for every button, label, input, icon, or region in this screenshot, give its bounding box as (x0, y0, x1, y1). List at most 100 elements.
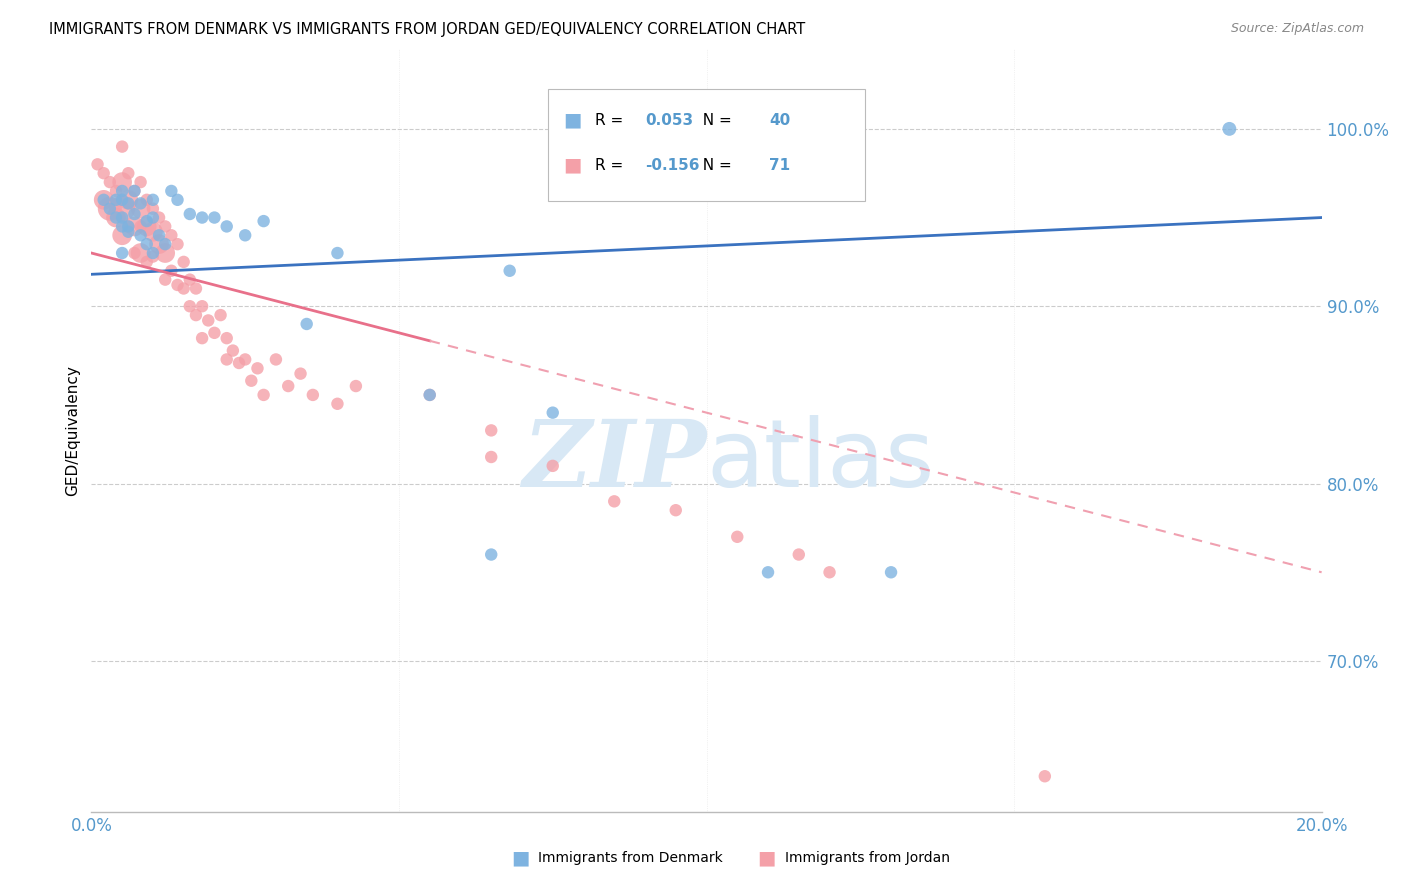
Point (233, 228, 256, 243)
Point (129, 228, 152, 243)
Point (93, 166, 115, 180)
Point (129, 219, 152, 234)
Point (179, 272, 201, 286)
Point (197, 313, 219, 327)
Point (105, 211, 127, 225)
Text: atlas: atlas (706, 415, 935, 507)
Point (111, 202, 134, 216)
Point (179, 299, 201, 313)
Point (111, 219, 134, 234)
Text: -0.156: -0.156 (645, 158, 700, 172)
Point (111, 228, 134, 243)
Point (153, 246, 177, 260)
Point (179, 207, 201, 221)
Point (277, 379, 299, 393)
Point (215, 219, 238, 234)
Point (479, 548, 502, 562)
Point (1033, 769, 1056, 783)
Point (117, 225, 139, 239)
Text: ZIP: ZIP (522, 416, 706, 506)
Point (142, 225, 165, 239)
Point (117, 219, 139, 234)
Point (725, 530, 748, 544)
Point (1218, 121, 1240, 136)
Text: ■: ■ (756, 848, 776, 868)
Point (787, 548, 810, 562)
Point (253, 214, 276, 228)
Point (111, 184, 134, 198)
Point (818, 566, 841, 580)
Point (117, 193, 139, 207)
Point (117, 166, 139, 180)
Point (290, 367, 312, 381)
Point (160, 264, 183, 278)
Point (240, 374, 263, 388)
Text: R =: R = (595, 158, 628, 172)
Text: N =: N = (693, 158, 737, 172)
Point (191, 331, 214, 345)
Point (98, 175, 121, 189)
Point (344, 379, 367, 393)
Point (135, 219, 157, 234)
Point (142, 211, 165, 225)
Point (603, 494, 626, 508)
Point (111, 193, 134, 207)
Text: Immigrants from Jordan: Immigrants from Jordan (785, 851, 949, 865)
Point (191, 211, 214, 225)
Text: IMMIGRANTS FROM DENMARK VS IMMIGRANTS FROM JORDAN GED/EQUIVALENCY CORRELATION CH: IMMIGRANTS FROM DENMARK VS IMMIGRANTS FR… (49, 22, 806, 37)
Point (86, 157, 108, 171)
Point (93, 193, 115, 207)
Point (209, 308, 232, 322)
Point (541, 406, 564, 420)
Point (166, 277, 188, 292)
Point (479, 424, 502, 438)
Point (301, 388, 323, 402)
Text: Immigrants from Denmark: Immigrants from Denmark (538, 851, 723, 865)
Point (135, 237, 157, 252)
Point (173, 281, 195, 295)
Point (184, 281, 207, 295)
Point (173, 255, 195, 269)
Point (233, 352, 256, 367)
Point (124, 184, 146, 198)
Point (253, 388, 276, 402)
Point (129, 202, 152, 216)
Point (135, 193, 157, 207)
Point (184, 308, 207, 322)
Point (326, 246, 349, 260)
Point (148, 211, 170, 225)
Point (215, 331, 238, 345)
Text: 0.053: 0.053 (645, 113, 693, 128)
Point (166, 237, 188, 252)
Point (142, 250, 165, 264)
Point (98, 202, 121, 216)
Point (295, 317, 318, 331)
Point (142, 202, 165, 216)
Point (111, 211, 134, 225)
Point (160, 184, 183, 198)
Text: 40: 40 (769, 113, 790, 128)
Point (129, 196, 152, 211)
Point (129, 246, 152, 260)
Point (756, 566, 779, 580)
Point (105, 184, 127, 198)
Point (326, 397, 349, 411)
Point (264, 352, 287, 367)
Point (124, 246, 146, 260)
Point (111, 246, 134, 260)
Point (93, 193, 115, 207)
Text: ■: ■ (562, 111, 582, 130)
Point (419, 388, 441, 402)
Point (148, 228, 170, 243)
Point (105, 193, 127, 207)
Point (98, 202, 121, 216)
Point (153, 237, 177, 252)
Point (124, 219, 146, 234)
Point (105, 211, 127, 225)
Point (191, 299, 214, 313)
Point (160, 228, 183, 243)
Point (246, 361, 269, 376)
Point (124, 184, 146, 198)
Point (142, 246, 165, 260)
Point (153, 219, 177, 234)
